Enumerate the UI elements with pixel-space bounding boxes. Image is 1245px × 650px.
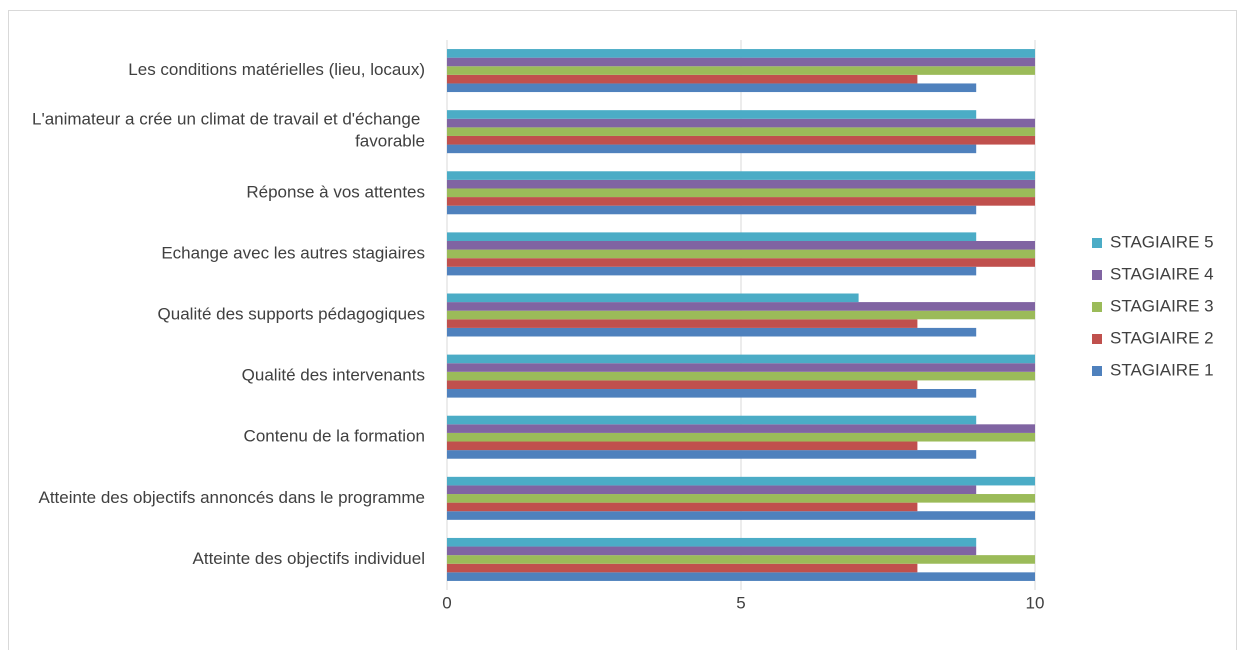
y-tick-label: L'animateur a crée un climat de travail … (32, 110, 425, 151)
bar (447, 389, 977, 398)
bar (447, 171, 1035, 180)
bar (447, 302, 1035, 311)
x-tick-label: 10 (1026, 593, 1045, 612)
legend-label: STAGIAIRE 3 (1110, 296, 1214, 315)
legend-label: STAGIAIRE 5 (1110, 232, 1214, 251)
legend-label: STAGIAIRE 2 (1110, 328, 1214, 347)
y-tick-label: Qualité des supports pédagogiques (158, 304, 425, 323)
bar (447, 74, 918, 84)
y-tick-label: Qualité des intervenants (242, 366, 425, 385)
bar (447, 450, 977, 459)
bar (447, 380, 918, 390)
x-tick-label: 0 (442, 593, 451, 612)
bar (447, 249, 1035, 259)
legend-swatch (1092, 334, 1102, 344)
bar (447, 135, 1035, 145)
bar (447, 363, 1035, 372)
bar (447, 494, 1035, 503)
bar (447, 232, 977, 241)
bar (447, 371, 1035, 381)
bar (447, 415, 977, 425)
bar (447, 555, 1035, 564)
bar (447, 441, 918, 451)
bar (447, 205, 977, 215)
legend-label: STAGIAIRE 1 (1110, 360, 1214, 379)
bar (447, 502, 918, 512)
bar (447, 572, 1035, 581)
bar (447, 57, 1035, 67)
bar (447, 537, 977, 547)
bar (447, 197, 1035, 206)
x-tick-label: 5 (736, 593, 745, 612)
chart-border (8, 10, 1237, 650)
bar (447, 266, 977, 276)
bar (447, 127, 1035, 136)
bar (447, 563, 918, 573)
bar (447, 240, 1035, 250)
bar (447, 188, 1035, 198)
legend-swatch (1092, 238, 1102, 248)
bar (447, 310, 1035, 320)
bar (447, 319, 918, 328)
bar (447, 179, 1035, 189)
bar (447, 327, 977, 337)
legend-swatch (1092, 302, 1102, 312)
bar (447, 354, 1035, 364)
bar (447, 293, 859, 303)
legend-swatch (1092, 270, 1102, 280)
bar (447, 118, 1035, 128)
bar (447, 546, 977, 556)
bar (447, 476, 1035, 486)
bar (447, 144, 977, 154)
y-tick-label: Atteinte des objectifs individuel (193, 549, 425, 568)
legend-swatch (1092, 366, 1102, 376)
bar (447, 424, 1035, 433)
bar (447, 432, 1035, 442)
y-tick-label: Echange avec les autres stagiaires (161, 243, 425, 262)
legend-label: STAGIAIRE 4 (1110, 264, 1214, 283)
y-tick-label: Réponse à vos attentes (246, 182, 425, 201)
bar (447, 485, 977, 495)
y-tick-label: Atteinte des objectifs annoncés dans le … (38, 488, 425, 507)
bar (447, 258, 1035, 267)
bar (447, 110, 977, 119)
y-tick-label: Les conditions matérielles (lieu, locaux… (128, 60, 425, 79)
bar (447, 49, 1035, 58)
bar (447, 66, 1035, 75)
bar (447, 83, 977, 93)
y-tick-label: Contenu de la formation (244, 427, 425, 446)
bar (447, 511, 1035, 520)
